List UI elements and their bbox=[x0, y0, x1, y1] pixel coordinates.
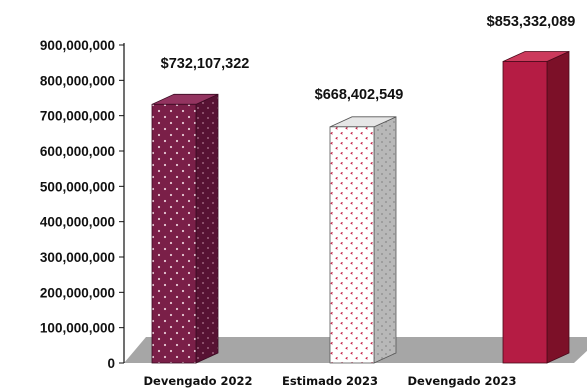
bar-1 bbox=[151, 93, 219, 364]
bar-side-face bbox=[195, 93, 219, 364]
data-label: $732,107,322 bbox=[161, 56, 250, 72]
bar-side-face bbox=[546, 50, 570, 364]
bar-side-face bbox=[373, 116, 397, 364]
y-tick-label: 300,000,000 bbox=[40, 250, 115, 265]
x-category-label: Estimado 2023 bbox=[282, 374, 378, 388]
bar-3 bbox=[502, 50, 570, 364]
y-tick-label: 900,000,000 bbox=[40, 38, 115, 53]
data-label: $853,332,089 bbox=[487, 14, 576, 30]
y-tick-label: 0 bbox=[107, 356, 115, 371]
x-category-label: Devengado 2022 bbox=[144, 374, 253, 388]
y-tick-label: 700,000,000 bbox=[40, 109, 115, 124]
bar-front-face bbox=[502, 61, 548, 364]
y-tick-label: 100,000,000 bbox=[40, 321, 115, 336]
y-tick-label: 200,000,000 bbox=[40, 285, 115, 300]
data-label: $668,402,549 bbox=[315, 87, 404, 103]
bar-front-face bbox=[329, 126, 375, 364]
y-tick-label: 800,000,000 bbox=[40, 73, 115, 88]
bar-front-face bbox=[151, 103, 197, 364]
y-tick-label: 400,000,000 bbox=[40, 215, 115, 230]
x-category-label: Devengado 2023 bbox=[408, 374, 517, 388]
y-tick-label: 600,000,000 bbox=[40, 144, 115, 159]
bar-2 bbox=[329, 116, 397, 364]
y-tick-label: 500,000,000 bbox=[40, 179, 115, 194]
